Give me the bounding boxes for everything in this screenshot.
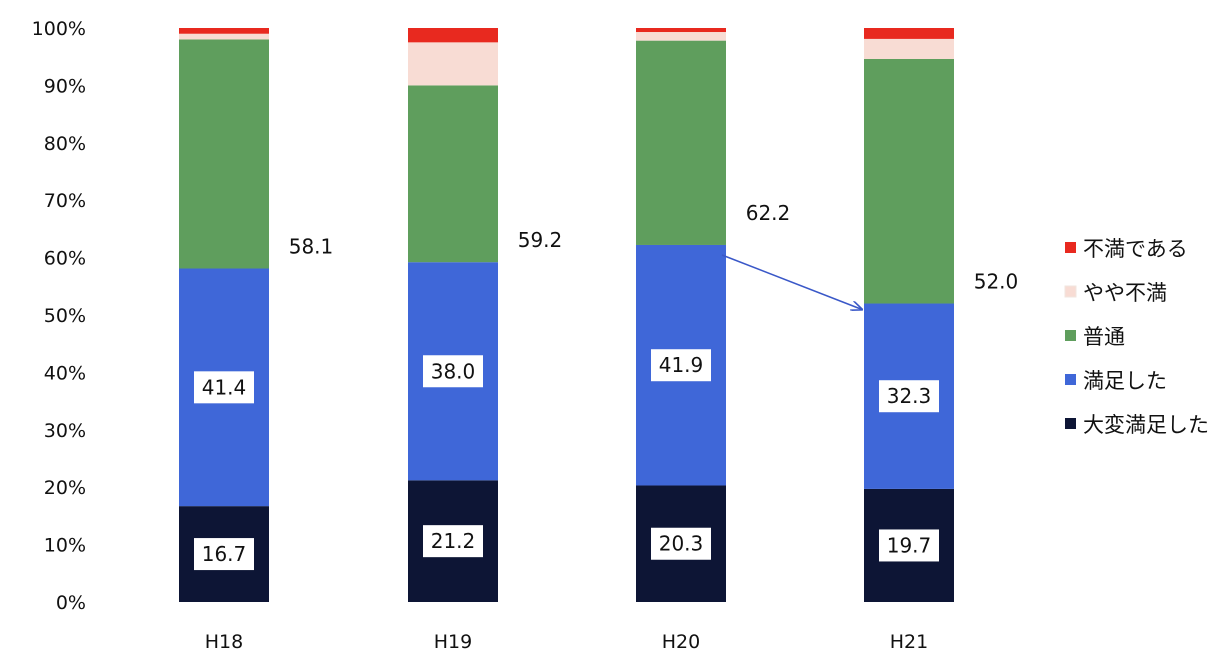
y-axis: 0% 10% 20% 30% 40% 50% 60% 70% 80% 90% 100%	[32, 18, 86, 614]
bar-segment	[408, 42, 498, 86]
legend-swatch	[1065, 374, 1076, 385]
segment-value-label: 19.7	[887, 533, 932, 557]
cumulative-label-box	[278, 228, 344, 263]
bar-segment	[179, 33, 269, 40]
legend-swatch	[1065, 418, 1076, 429]
data-labels-group: 16.7 41.4 58.1 21.2 38.0 59.2 20.3 41.9 62.2 19.7…	[194, 194, 1029, 571]
bar-segment	[864, 58, 954, 304]
legend-label: 満足した	[1083, 369, 1167, 393]
y-tick-label: 50%	[44, 305, 86, 327]
segment-value-label: 32.3	[887, 384, 932, 408]
bar-segment	[179, 28, 269, 34]
segment-value-label: 21.2	[431, 529, 476, 553]
bar-segment	[636, 28, 726, 33]
legend-swatch	[1064, 285, 1077, 298]
cumulative-value-label: 62.2	[746, 201, 791, 225]
y-tick-label: 80%	[44, 133, 86, 155]
segment-value-label: 38.0	[431, 359, 476, 383]
bar-segment	[636, 32, 726, 41]
x-category-label: H20	[662, 631, 700, 653]
x-category-label: H19	[434, 631, 472, 653]
segment-label-box	[194, 538, 254, 571]
bar-segment	[408, 28, 498, 43]
annotations-group	[721, 254, 862, 310]
segment-value-label: 20.3	[659, 532, 704, 556]
legend-label: 不満である	[1083, 237, 1188, 261]
cumulative-value-label: 59.2	[518, 228, 563, 252]
legend-swatch	[1065, 242, 1076, 253]
bar-segment	[179, 39, 269, 269]
cumulative-label-box	[507, 222, 573, 257]
cumulative-value-label: 52.0	[974, 270, 1019, 294]
cumulative-label-box	[735, 194, 801, 229]
segment-value-label: 41.4	[202, 375, 247, 399]
bar-segment	[864, 28, 954, 39]
segment-label-box	[194, 371, 254, 404]
bar-segment	[636, 40, 726, 245]
x-axis: H18 H19 H20 H21	[205, 631, 928, 653]
segment-value-label: 41.9	[659, 353, 704, 377]
x-category-label: H21	[890, 631, 928, 653]
y-tick-label: 90%	[44, 75, 86, 97]
legend-label: 普通	[1083, 325, 1125, 349]
segment-label-box	[879, 529, 939, 562]
segment-label-box	[423, 525, 483, 558]
bar-segment	[864, 38, 954, 59]
y-tick-label: 60%	[44, 248, 86, 270]
segment-label-box	[423, 355, 483, 388]
segment-value-label: 16.7	[202, 542, 247, 566]
y-tick-label: 20%	[44, 477, 86, 499]
segment-label-box	[651, 527, 711, 560]
trend-arrow	[721, 254, 862, 310]
y-tick-label: 10%	[44, 535, 86, 557]
y-tick-label: 100%	[32, 18, 86, 40]
cumulative-label-box	[963, 263, 1029, 298]
segment-label-box	[879, 380, 939, 413]
cumulative-value-label: 58.1	[289, 235, 334, 259]
x-category-label: H18	[205, 631, 243, 653]
legend-swatch	[1065, 330, 1076, 341]
bars-group	[179, 28, 954, 602]
legend-label: 大変満足した	[1083, 413, 1209, 437]
y-tick-label: 0%	[56, 592, 86, 614]
legend-label: やや不満	[1083, 281, 1167, 305]
bar-segment	[408, 85, 498, 263]
segment-label-box	[651, 349, 711, 382]
y-tick-label: 70%	[44, 190, 86, 212]
y-tick-label: 30%	[44, 420, 86, 442]
y-tick-label: 40%	[44, 362, 86, 384]
